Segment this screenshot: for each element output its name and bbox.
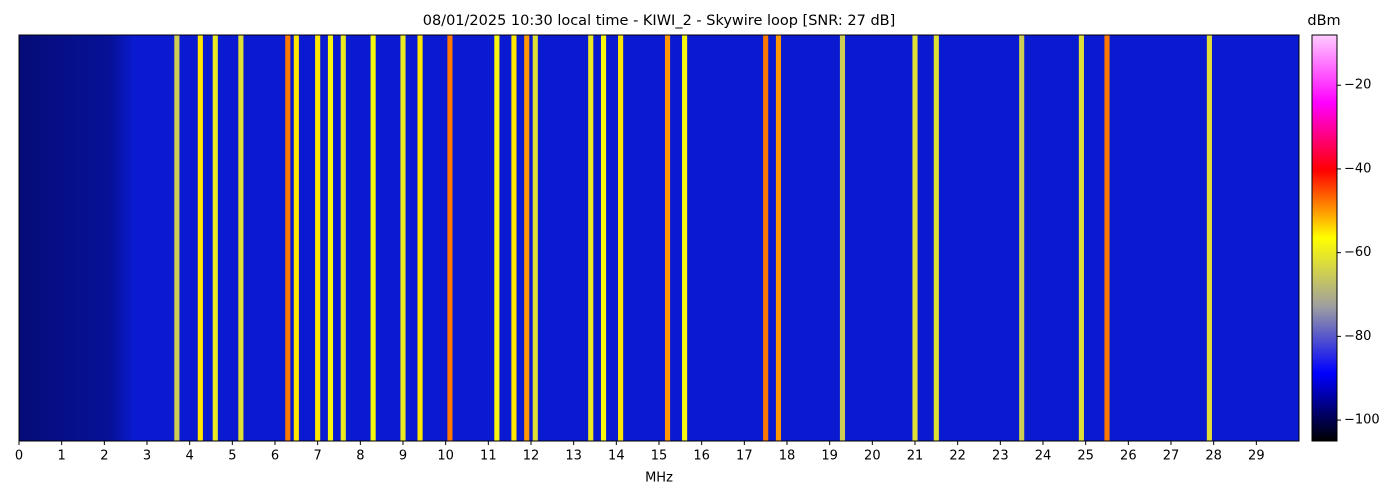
x-tick-label: 26 [1120,449,1137,464]
signal-stripe [588,35,594,441]
signal-stripe [775,35,782,441]
x-tick-label: 9 [399,449,407,464]
signal-stripe [238,35,244,441]
signal-stripe [933,35,939,441]
x-tick-label: 18 [779,449,796,464]
x-tick-label: 2 [100,449,108,464]
x-tick-label: 28 [1205,449,1222,464]
x-tick-label: 14 [608,449,625,464]
x-tick-label: 25 [1077,449,1094,464]
low-band-shade [19,35,134,441]
signal-stripe [370,35,376,441]
signal-stripe [664,35,671,441]
signal-stripe [293,35,299,441]
x-tick-label: 24 [1035,449,1052,464]
x-tick-label: 27 [1163,449,1180,464]
signal-stripe [174,35,180,441]
colorbar-tick-label: −20 [1344,78,1371,93]
x-tick-label: 15 [651,449,668,464]
x-tick-label: 16 [693,449,710,464]
signal-stripe [618,35,624,441]
signal-stripe [327,35,334,441]
x-tick-label: 22 [949,449,966,464]
colorbar-tick-label: −100 [1344,413,1380,428]
x-tick-label: 13 [565,449,582,464]
x-tick-label: 5 [228,449,236,464]
x-tick-label: 29 [1248,449,1265,464]
signal-stripe [1019,35,1025,441]
x-tick-label: 3 [143,449,151,464]
x-axis-label: MHz [645,471,673,486]
chart-title: 08/01/2025 10:30 local time - KIWI_2 - S… [423,13,896,29]
signal-stripe [197,35,203,441]
x-tick-label: 17 [736,449,753,464]
x-tick-label: 7 [314,449,322,464]
signal-stripe [1104,35,1110,441]
x-tick-label: 23 [992,449,1009,464]
x-tick-label: 1 [58,449,66,464]
colorbar [1311,34,1338,442]
colorbar-tick-label: −40 [1344,161,1371,176]
x-tick-label: 4 [186,449,194,464]
signal-stripe [417,35,423,441]
signal-stripe [532,35,538,441]
signal-stripe [212,35,218,441]
signal-stripe [912,35,918,441]
signal-stripe [763,35,769,441]
plot-background [19,35,1299,441]
signal-stripe [494,35,500,441]
signal-stripe [447,35,453,441]
colorbar-label: dBm [1307,13,1340,29]
x-tick-label: 11 [480,449,497,464]
signal-stripe [1078,35,1084,441]
signal-stripe [1206,35,1212,441]
x-tick-label: 6 [271,449,279,464]
signal-stripe [340,35,346,441]
x-tick-label: 19 [821,449,838,464]
x-tick-label: 10 [437,449,454,464]
signal-stripe [524,35,530,441]
signal-stripe [315,35,321,441]
signal-stripe [600,35,607,441]
signal-stripe [511,35,517,441]
x-tick-label: 20 [864,449,881,464]
signal-stripe [285,35,291,441]
x-tick-label: 0 [15,449,23,464]
x-tick-label: 21 [907,449,924,464]
x-tick-label: 8 [356,449,364,464]
signal-stripe [682,35,688,441]
colorbar-tick-label: −80 [1344,329,1371,344]
x-tick-label: 12 [523,449,540,464]
signal-stripe [400,35,406,441]
colorbar-tick-label: −60 [1344,245,1371,260]
signal-stripe [839,35,846,441]
